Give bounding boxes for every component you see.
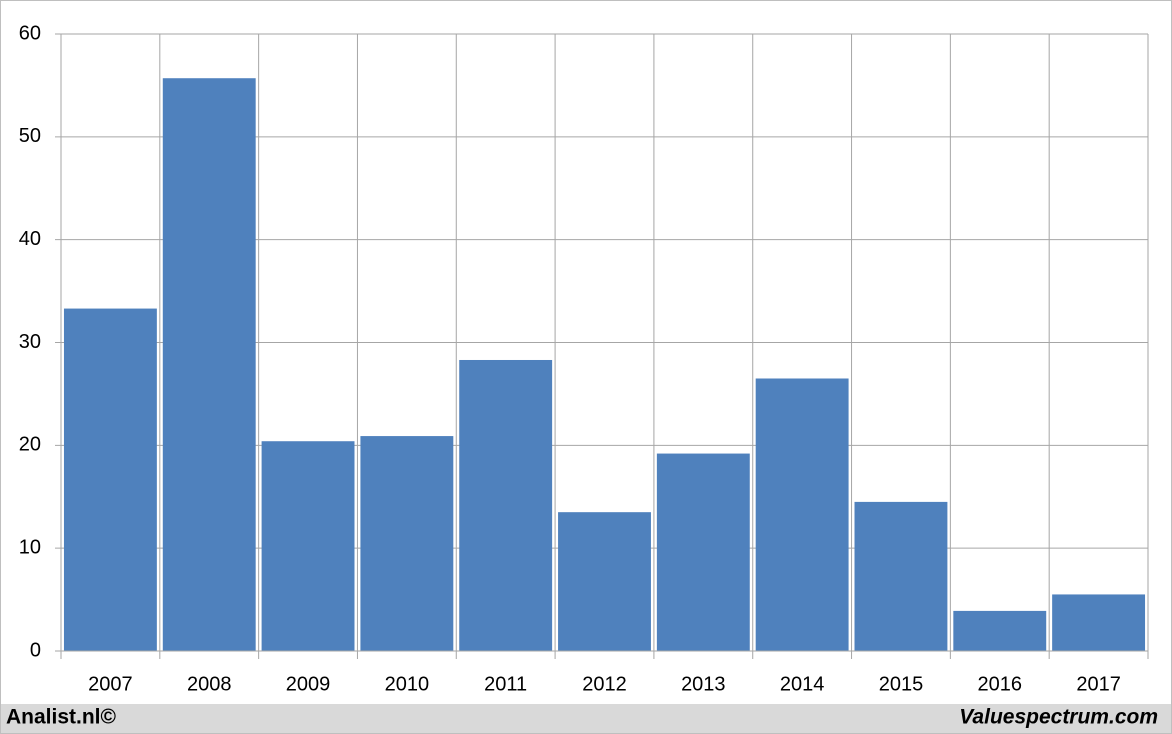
x-tick-label: 2012 [582, 673, 627, 695]
y-tick-label: 20 [19, 434, 41, 456]
x-tick-label: 2007 [88, 673, 133, 695]
bar [360, 436, 454, 651]
y-tick-label: 0 [30, 639, 41, 661]
x-tick-label: 2017 [1076, 673, 1121, 695]
x-tick-label: 2014 [780, 673, 825, 695]
bar [1052, 594, 1146, 651]
y-tick-label: 30 [19, 331, 41, 353]
x-tick-label: 2009 [286, 673, 331, 695]
bar [558, 512, 651, 651]
bar [656, 453, 750, 651]
x-tick-label: 2013 [681, 673, 726, 695]
y-tick-label: 10 [19, 536, 41, 558]
footer-source: Analist.nl© [6, 706, 117, 729]
y-tick-label: 50 [19, 125, 41, 147]
y-tick-label: 60 [19, 22, 41, 44]
bar [755, 378, 849, 651]
bar [953, 610, 1047, 651]
bar [854, 501, 948, 651]
y-tick-label: 40 [19, 228, 41, 250]
footer-watermark: Valuespectrum.com [959, 706, 1158, 729]
bar [63, 308, 157, 651]
x-tick-label: 2008 [187, 673, 232, 695]
footer-band [1, 704, 1171, 733]
bar [261, 441, 355, 651]
x-tick-label: 2010 [385, 673, 430, 695]
x-tick-label: 2015 [879, 673, 924, 695]
x-tick-label: 2016 [978, 673, 1023, 695]
bar [162, 78, 256, 652]
bar [459, 359, 553, 651]
x-tick-label: 2011 [484, 673, 527, 695]
